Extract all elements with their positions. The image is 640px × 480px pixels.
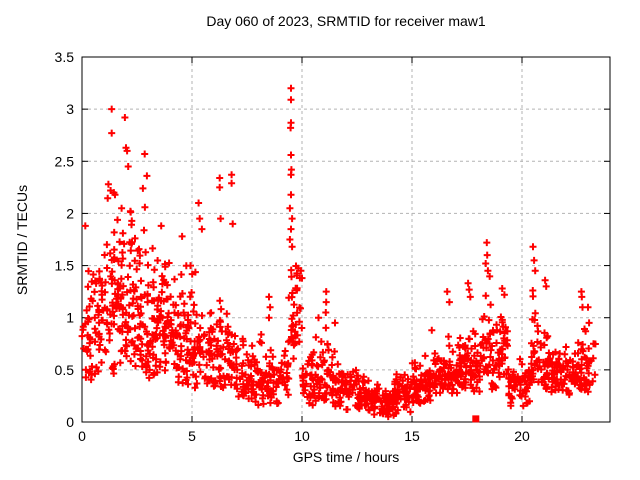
x-axis-label: GPS time / hours bbox=[292, 449, 400, 465]
x-tick-label: 15 bbox=[404, 428, 420, 444]
x-tick-label: 0 bbox=[78, 428, 86, 444]
y-tick-label: 0 bbox=[66, 414, 74, 430]
x-tick-label: 5 bbox=[188, 428, 196, 444]
y-tick-label: 3 bbox=[66, 101, 74, 117]
x-tick-label: 10 bbox=[294, 428, 310, 444]
y-tick-label: 0.5 bbox=[55, 362, 75, 378]
y-tick-label: 1 bbox=[66, 310, 74, 326]
x-tick-label: 20 bbox=[514, 428, 530, 444]
y-tick-label: 2 bbox=[66, 205, 74, 221]
plot-frame bbox=[81, 56, 611, 423]
peak-data-points bbox=[81, 84, 593, 334]
y-axis-label: SRMTID / TECUs bbox=[14, 184, 30, 296]
y-tick-label: 2.5 bbox=[55, 153, 75, 169]
data-points bbox=[78, 194, 599, 421]
flagged-point-square bbox=[472, 415, 480, 423]
y-tick-label: 1.5 bbox=[55, 258, 75, 274]
y-tick-label: 3.5 bbox=[55, 49, 75, 65]
chart-title: Day 060 of 2023, SRMTID for receiver maw… bbox=[206, 13, 486, 29]
